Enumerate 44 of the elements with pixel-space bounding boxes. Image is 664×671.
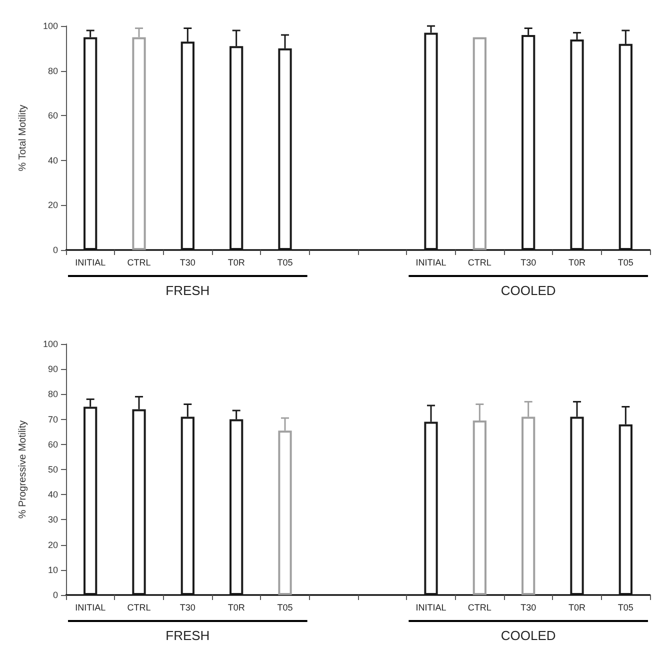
x-tick-label: T30 <box>180 602 196 612</box>
text: FRESH <box>166 628 210 643</box>
y-tick-label: 80 <box>48 66 58 76</box>
x-tick-label: INITIAL <box>75 602 106 612</box>
x-tick-label: T30 <box>520 602 536 612</box>
y-tick-label: 20 <box>48 540 58 550</box>
x-tick-label: CTRL <box>127 602 151 612</box>
y-tick-label: 100 <box>42 339 58 349</box>
y-tick-label: 0 <box>52 245 58 255</box>
x-tick-label: CTRL <box>127 258 151 268</box>
x-tick-label: CTRL <box>468 602 492 612</box>
y-tick-label: 70 <box>48 414 58 424</box>
y-axis-title: % Total Motility <box>18 104 28 172</box>
y-tick-label: 100 <box>42 21 58 31</box>
y-tick-label: 50 <box>48 464 58 474</box>
y-tick-label: 40 <box>48 155 58 166</box>
x-tick-label: T30 <box>180 258 196 268</box>
bar <box>472 37 486 250</box>
x-tick-label: T05 <box>277 602 293 612</box>
text: FRESH <box>166 283 210 298</box>
x-tick-label: T05 <box>618 602 634 612</box>
y-tick-label: 60 <box>48 110 58 121</box>
x-tick-label: T05 <box>618 258 634 268</box>
y-tick-label: 10 <box>48 564 58 575</box>
x-tick-label: T0R <box>228 602 246 612</box>
x-tick-label: INITIAL <box>416 602 446 612</box>
y-axis-title: % Progressive Motility <box>18 420 28 519</box>
y-tick-label: 80 <box>48 389 58 400</box>
text: COOLED <box>500 283 556 298</box>
y-tick-label: 60 <box>48 439 58 450</box>
x-tick-label: T0R <box>568 258 586 268</box>
y-tick-label: 0 <box>52 590 58 600</box>
y-tick-label: 40 <box>48 490 58 500</box>
y-tick-label: 90 <box>48 364 58 374</box>
x-tick-label: T0R <box>228 258 246 268</box>
text: COOLED <box>500 628 556 643</box>
y-tick-label: 30 <box>48 514 58 525</box>
y-tick-label: 20 <box>48 200 58 210</box>
x-tick-label: CTRL <box>468 258 492 268</box>
x-tick-label: T05 <box>277 258 293 268</box>
x-tick-label: INITIAL <box>75 258 106 268</box>
x-tick-label: T0R <box>568 602 586 612</box>
x-tick-label: T30 <box>520 258 536 268</box>
x-tick-label: INITIAL <box>416 258 446 268</box>
